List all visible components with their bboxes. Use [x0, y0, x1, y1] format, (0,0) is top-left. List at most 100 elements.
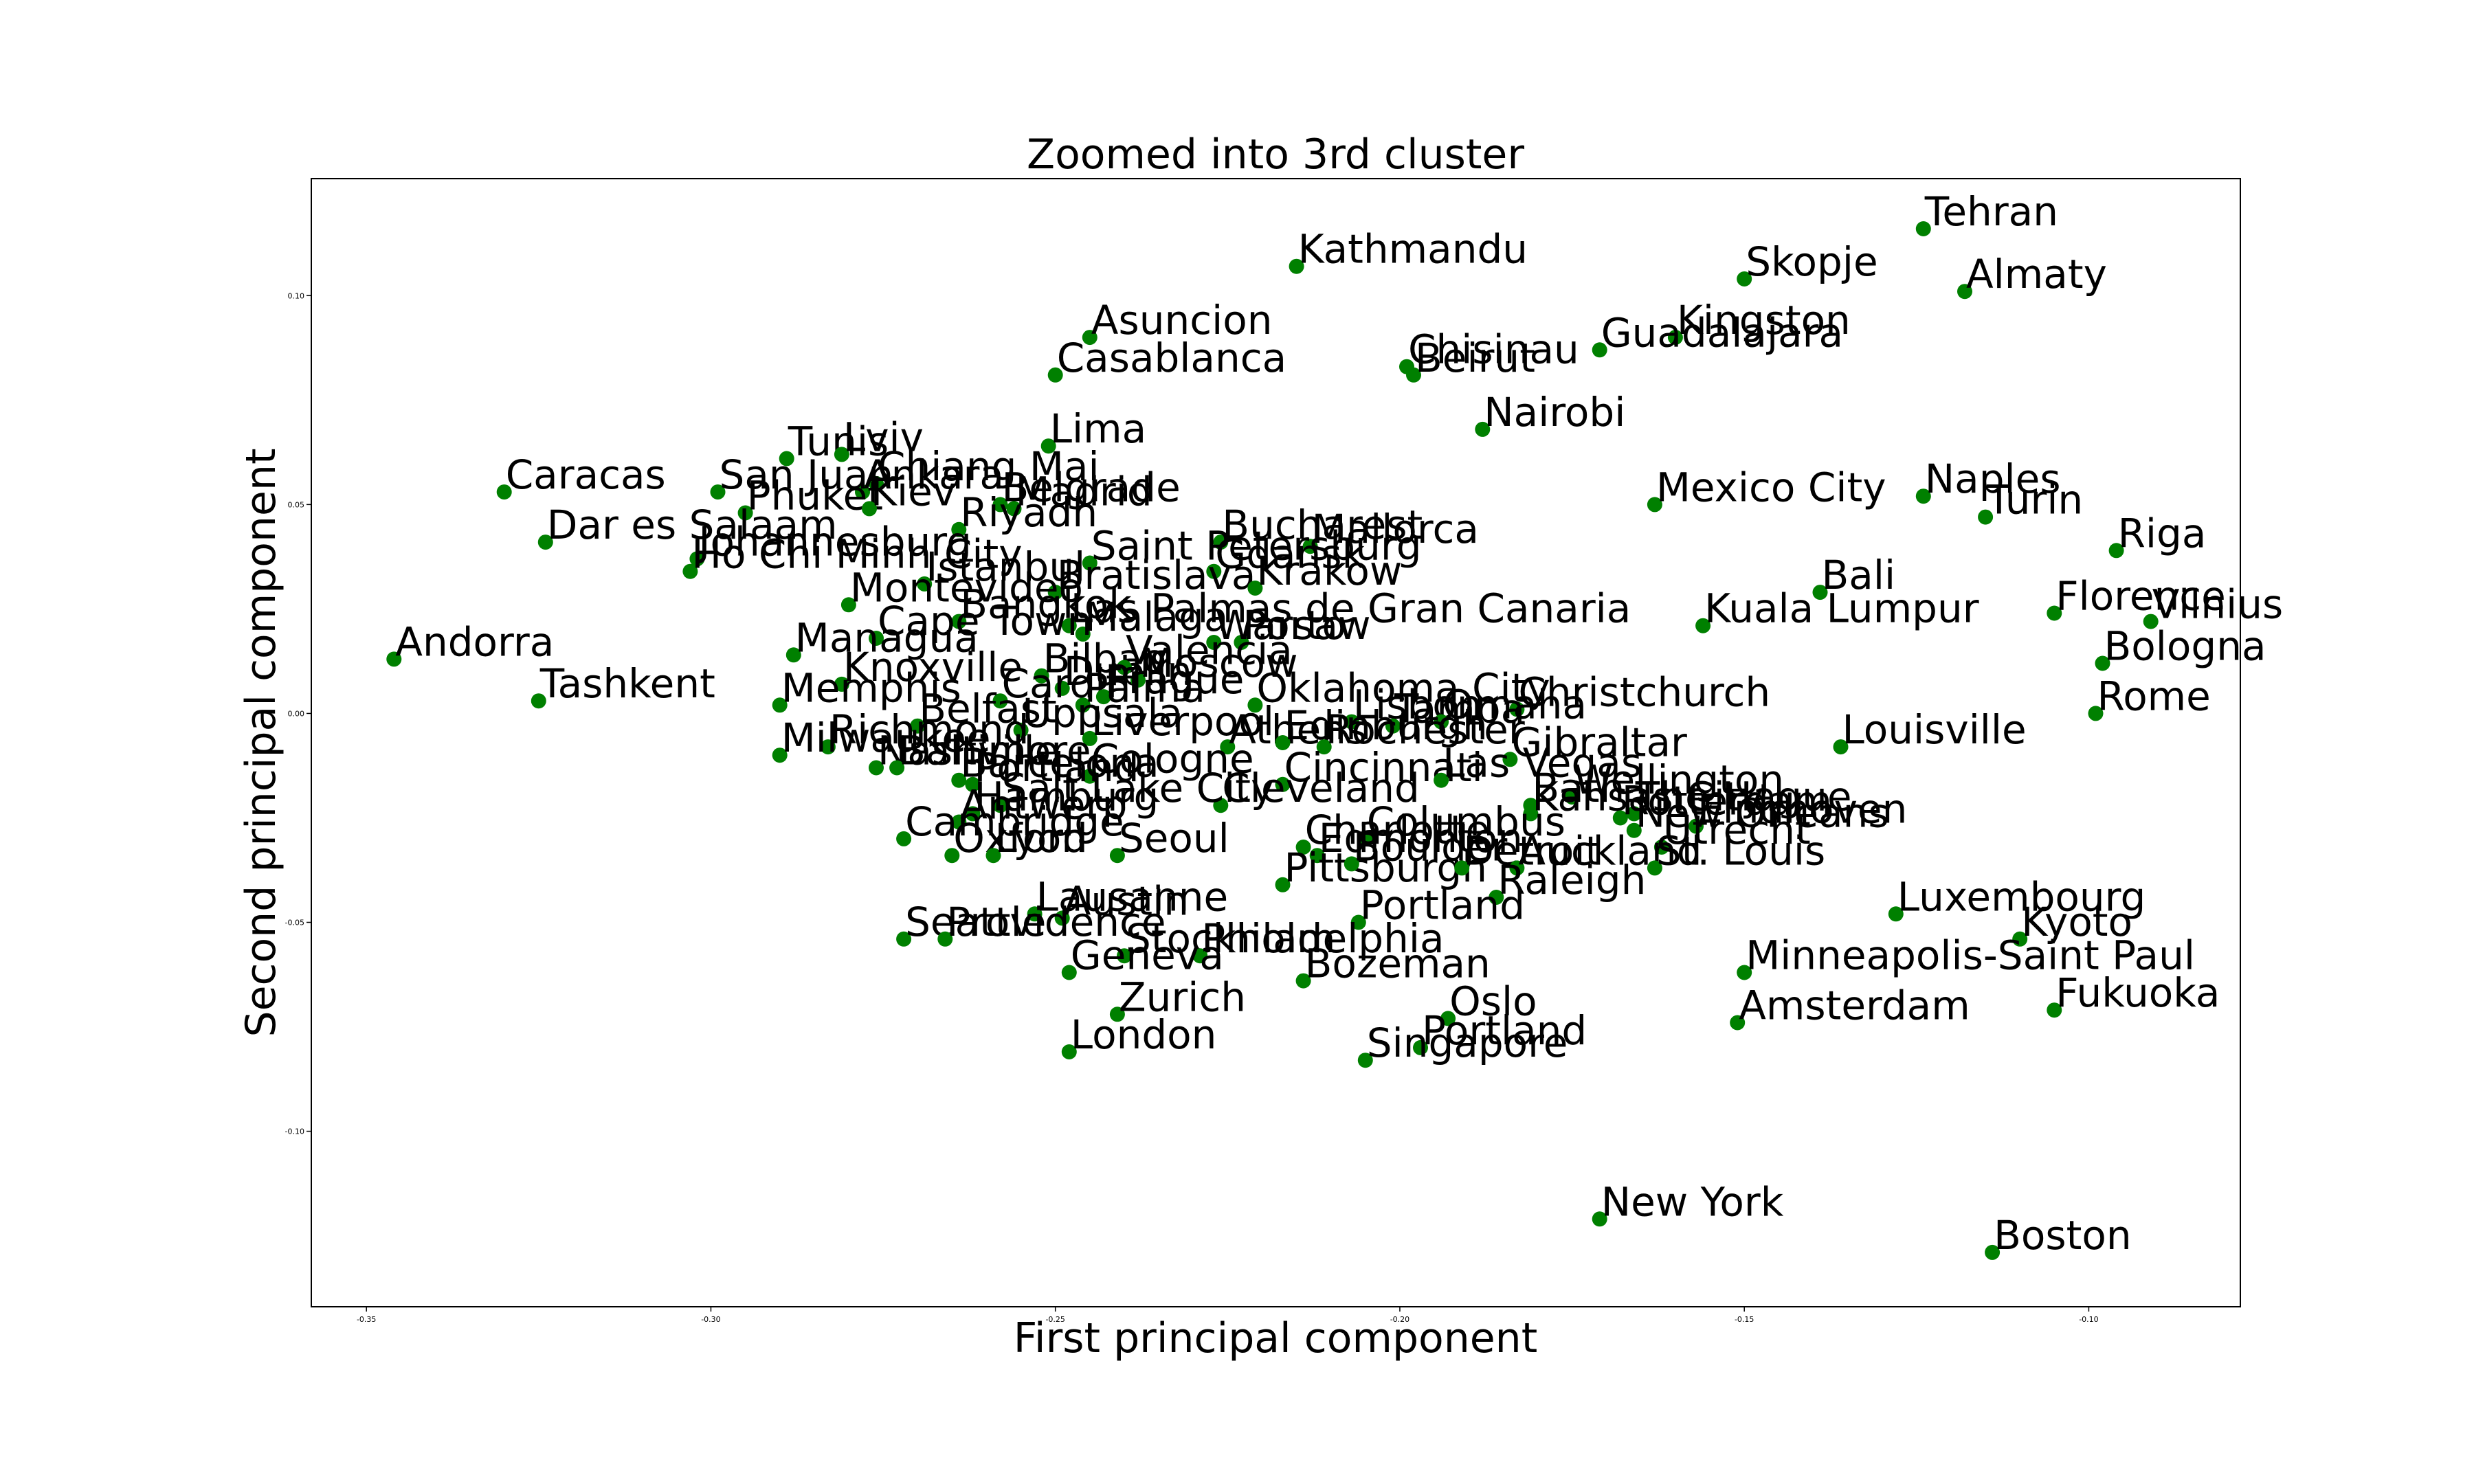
data-point	[2143, 614, 2159, 629]
data-point	[1247, 581, 1263, 596]
data-point	[1434, 714, 1449, 730]
data-point	[1275, 776, 1291, 792]
y-tick-label: 0.10	[288, 291, 305, 300]
point-label: Kathmandu	[1298, 226, 1528, 273]
point-label: Bangkok	[960, 581, 1132, 628]
point-label: Caracas	[506, 451, 666, 498]
point-label: Valencia	[1126, 627, 1293, 674]
data-point	[682, 563, 698, 579]
data-point	[772, 747, 788, 763]
data-point	[992, 798, 1008, 813]
data-point	[1220, 739, 1236, 755]
x-tick-label: -0.15	[1735, 1315, 1754, 1324]
point-label: Stockholm	[1126, 915, 1335, 962]
data-point	[1509, 701, 1525, 717]
point-label: Moscow	[1139, 640, 1298, 686]
data-point	[869, 475, 884, 491]
data-point	[1289, 258, 1304, 274]
x-tick-label: -0.10	[2079, 1315, 2098, 1324]
data-point	[1344, 714, 1359, 730]
point-label: Seoul	[1119, 815, 1229, 862]
data-point	[1275, 877, 1291, 892]
point-label: Kingston	[1677, 297, 1851, 344]
point-label: Istanbul	[926, 543, 1085, 590]
point-label: Asuncion	[1091, 297, 1273, 344]
point-label: St. Louis	[1656, 827, 1825, 874]
point-label: Lima	[1050, 405, 1146, 452]
point-label: Chisinau	[1408, 326, 1579, 373]
point-label: Baltimore	[898, 728, 1091, 774]
point-label: Turin	[1986, 477, 2083, 524]
data-point	[1295, 840, 1311, 855]
point-label: Vilnius	[2152, 581, 2283, 628]
data-point	[1647, 860, 1662, 876]
data-point	[1082, 730, 1097, 746]
data-point	[992, 497, 1008, 513]
data-point	[1653, 840, 1669, 855]
point-label: Malaga	[1084, 594, 1229, 640]
point-label: Prague	[1105, 656, 1245, 703]
point-label: Rochester	[1326, 706, 1525, 753]
data-point	[1385, 718, 1401, 734]
data-point	[855, 484, 870, 500]
data-point	[2047, 1002, 2062, 1018]
data-point	[951, 614, 967, 629]
data-point	[1957, 284, 1972, 300]
data-point	[1434, 772, 1449, 788]
point-label: Lisbon	[1353, 682, 1482, 728]
data-point	[1730, 1015, 1746, 1031]
data-point	[1454, 860, 1470, 876]
data-point	[1117, 660, 1132, 675]
chart-title: Zoomed into 3rd cluster	[1027, 131, 1524, 179]
point-label: Madrid	[1016, 468, 1152, 515]
x-tick-label: -0.30	[701, 1315, 720, 1324]
data-point	[1006, 501, 1022, 517]
point-label: Bilbao	[1043, 636, 1167, 682]
data-point	[2047, 605, 2062, 621]
point-label: Liverpool	[1091, 698, 1274, 745]
data-point	[1592, 342, 1607, 358]
data-point	[985, 848, 1001, 864]
data-point	[1406, 367, 1421, 383]
data-point	[834, 447, 849, 462]
data-point	[1109, 848, 1125, 864]
data-point	[689, 551, 705, 567]
point-label: Las Vegas	[1442, 740, 1642, 787]
data-point	[1344, 856, 1359, 872]
data-point	[1206, 563, 1222, 579]
point-label: Wellington	[1574, 756, 1785, 803]
data-point	[1054, 910, 1070, 926]
y-tick-label: 0.00	[288, 709, 305, 718]
data-point	[1117, 948, 1132, 964]
data-point	[1054, 680, 1070, 696]
data-point	[1357, 831, 1373, 846]
point-label: Luxembourg	[1897, 873, 2146, 920]
point-label: Lyon	[995, 815, 1087, 862]
data-point	[965, 776, 981, 792]
data-point	[1737, 271, 1752, 286]
point-label: Cleveland	[1222, 765, 1420, 811]
data-point	[386, 651, 402, 667]
data-point	[889, 760, 905, 776]
point-label: Belgrade	[1002, 464, 1181, 510]
data-point	[1888, 906, 1904, 922]
point-label: Amsterdam	[1739, 982, 1970, 1029]
data-point	[992, 693, 1008, 709]
point-label: Edinburgh	[1284, 702, 1488, 749]
points-layer: Tehran Skopje Almaty Kathmandu AsuncionCasab…	[386, 188, 2283, 1260]
point-label: Andorra	[395, 618, 554, 665]
data-point	[1612, 810, 1628, 826]
point-label: Cardiff	[1002, 660, 1135, 707]
point-label: Austin	[1064, 877, 1189, 924]
data-point	[1047, 367, 1063, 383]
x-tick-label: -0.35	[357, 1315, 376, 1324]
data-point	[496, 484, 512, 500]
point-label: Nashville	[878, 728, 1059, 774]
data-point	[1812, 585, 1828, 600]
point-label: Palma	[1084, 664, 1205, 711]
data-point	[531, 693, 546, 709]
point-label: Tehran	[1924, 188, 2058, 235]
data-point	[1192, 948, 1208, 964]
data-point	[1109, 1007, 1125, 1022]
point-label: Cologne	[1091, 736, 1254, 783]
